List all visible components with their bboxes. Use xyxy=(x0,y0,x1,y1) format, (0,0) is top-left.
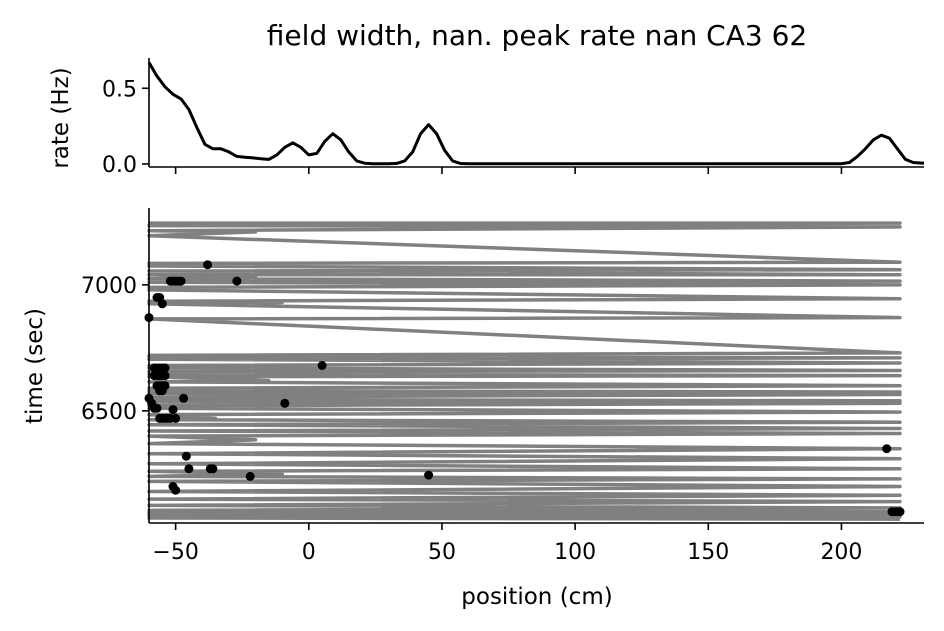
spike-point xyxy=(232,276,242,286)
spike-series xyxy=(144,260,905,517)
rate-y-tick-label: 0.5 xyxy=(102,77,137,102)
spike-point xyxy=(179,393,189,403)
spike-point xyxy=(184,464,194,474)
raster-x-tick-label: −50 xyxy=(152,540,198,565)
raster-x-tick-label: 100 xyxy=(554,540,596,565)
rate-y-tick-label: 0.0 xyxy=(102,153,137,178)
rate-series-line xyxy=(147,61,925,166)
raster-x-tick-label: 50 xyxy=(428,540,456,565)
raster-x-tick-label: 200 xyxy=(820,540,862,565)
raster-y-tick-label: 6500 xyxy=(81,400,137,425)
raster-x-ticks: −50 0 50 100 150 200 xyxy=(152,523,862,565)
spike-point xyxy=(152,403,162,413)
spike-point xyxy=(171,413,181,423)
spike-point xyxy=(280,398,290,408)
raster-y-ticks: 6500 7000 xyxy=(81,274,149,425)
spike-point xyxy=(157,299,167,309)
rate-x-ticks xyxy=(174,167,843,174)
rate-y-label: rate (Hz) xyxy=(48,67,74,168)
spike-point xyxy=(157,386,167,396)
trajectory-line xyxy=(147,221,902,521)
spike-point xyxy=(168,405,178,415)
spike-point xyxy=(160,363,170,373)
spike-point xyxy=(160,371,170,381)
spike-point xyxy=(203,260,213,270)
rate-y-ticks: 0.0 0.5 xyxy=(102,77,149,178)
raster-x-tick-label: 0 xyxy=(302,540,316,565)
raster-x-tick-label: 150 xyxy=(687,540,729,565)
spike-point xyxy=(317,361,327,370)
spike-point xyxy=(245,471,255,481)
raster-panel: 6500 7000 −50 0 50 100 150 200 position (cm) t… xyxy=(22,208,924,610)
raster-x-label: position (cm) xyxy=(461,584,612,610)
raster-y-label: time (sec) xyxy=(22,308,48,424)
spike-point xyxy=(882,444,892,454)
rate-panel: 0.0 0.5 rate (Hz) xyxy=(48,58,925,178)
spike-point xyxy=(208,464,218,474)
spike-point xyxy=(171,485,181,495)
trajectory-series xyxy=(147,221,902,521)
spike-point xyxy=(895,507,905,517)
spike-point xyxy=(424,470,434,480)
top-chart-title: field width, nan. peak rate nan CA3 62 xyxy=(267,19,807,52)
spike-point xyxy=(181,451,191,461)
spike-point xyxy=(176,276,186,286)
raster-y-tick-label: 7000 xyxy=(81,274,137,299)
